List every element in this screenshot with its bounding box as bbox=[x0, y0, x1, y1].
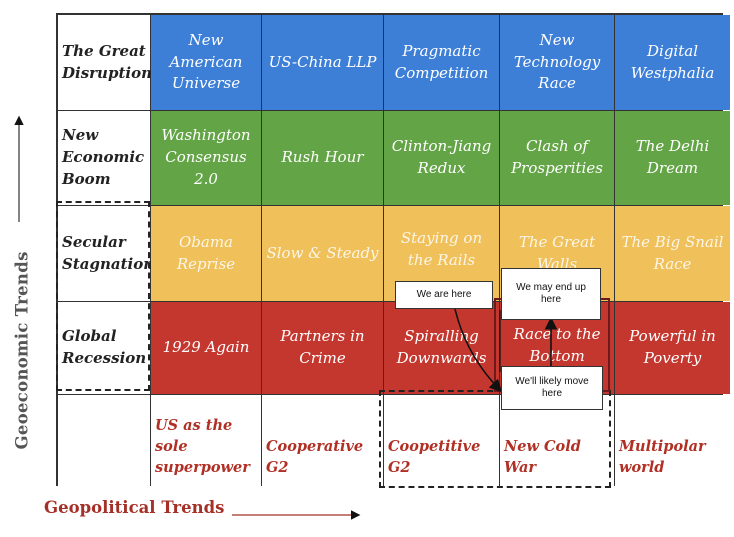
row-label-global-recession: Global Recession bbox=[58, 302, 150, 394]
row-label-great-disruption: The Great Disruption bbox=[58, 15, 152, 110]
cell-1929-again: 1929 Again bbox=[151, 302, 261, 394]
column-label-us-sole-superpower: US as the sole superpower bbox=[151, 395, 261, 492]
column-label-new-cold-war: New Cold War bbox=[500, 395, 614, 492]
cell-clash-of-prosperities: Clash of Prosperities bbox=[500, 111, 614, 205]
cell-big-snail-race: The Big Snail Race bbox=[615, 206, 730, 301]
row-label-secular-stagnation: Secular Stagnation bbox=[58, 206, 154, 301]
cell-rush-hour: Rush Hour bbox=[262, 111, 383, 205]
column-label-cooperative-g2: Cooperative G2 bbox=[262, 395, 383, 492]
cell-slow-and-steady: Slow & Steady bbox=[262, 206, 383, 301]
y-axis-label: Geoeconomic Trends bbox=[12, 251, 32, 450]
x-axis-label: Geopolitical Trends bbox=[44, 498, 225, 517]
corner-cell bbox=[58, 395, 150, 492]
callout-we-are-here: We are here bbox=[395, 281, 493, 309]
row-label-new-economic-boom: New Economic Boom bbox=[58, 111, 150, 205]
cell-clinton-jiang-redux: Clinton-Jiang Redux bbox=[384, 111, 499, 205]
cell-partners-in-crime: Partners in Crime bbox=[262, 302, 383, 394]
cell-us-china-llp: US-China LLP bbox=[262, 15, 383, 110]
column-label-multipolar-world: Multipolar world bbox=[615, 395, 730, 492]
cell-obama-reprise: Obama Reprise bbox=[151, 206, 261, 301]
cell-new-american-universe: New American Universe bbox=[151, 15, 261, 110]
cell-washington-consensus: Washington Consensus 2.0 bbox=[151, 111, 261, 205]
cell-powerful-in-poverty: Powerful in Poverty bbox=[615, 302, 730, 394]
scenario-matrix: The Great Disruption New American Univer… bbox=[56, 13, 730, 492]
cell-delhi-dream: The Delhi Dream bbox=[615, 111, 730, 205]
cell-pragmatic-competition: Pragmatic Competition bbox=[384, 15, 499, 110]
cell-digital-westphalia: Digital Westphalia bbox=[615, 15, 730, 110]
column-label-coopetitive-g2: Coopetitive G2 bbox=[384, 395, 499, 492]
callout-we-may-end-up-here: We may end up here bbox=[501, 268, 601, 320]
callout-we-will-likely-move-here: We'll likely move here bbox=[501, 366, 603, 410]
cell-spiralling-downwards: Spiralling Downwards bbox=[384, 302, 499, 394]
cell-new-technology-race: New Technology Race bbox=[500, 15, 614, 110]
